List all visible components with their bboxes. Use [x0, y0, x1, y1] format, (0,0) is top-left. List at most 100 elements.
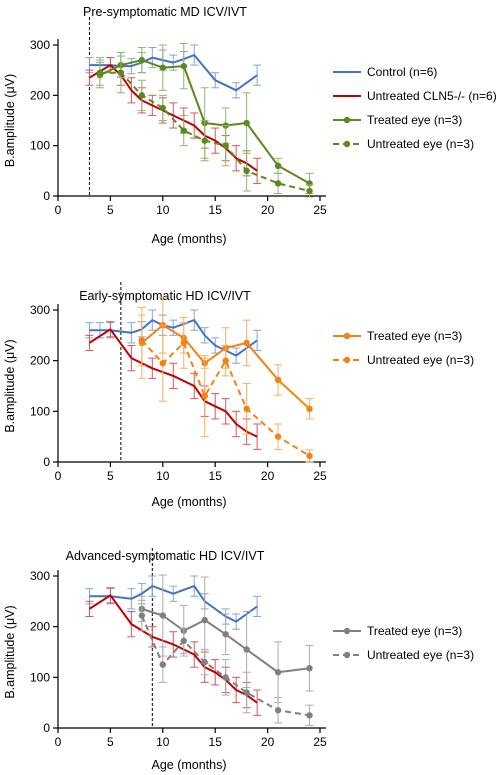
legend-marker: [343, 651, 351, 659]
x-tick-label: 5: [107, 203, 114, 217]
series-untreated_eye: [95, 52, 314, 198]
legend-label: Treated eye (n=3): [367, 329, 462, 343]
data-point: [274, 376, 282, 384]
legend-item-untreated_eye: Untreated eye (n=3): [333, 353, 474, 367]
data-point: [201, 137, 208, 144]
data-point: [138, 92, 146, 99]
data-point: [201, 392, 208, 400]
data-point: [243, 646, 250, 653]
data-point: [180, 127, 187, 134]
x-axis-label: Age (months): [151, 495, 226, 509]
legend-item-untreated_eye: Untreated eye (n=3): [333, 648, 474, 662]
chart-panel-2: Early-symptomatic HD ICV/IVT 0 100 200 300 0 5…: [3, 282, 474, 509]
x-tick-label: 10: [156, 735, 170, 749]
y-tick-label: 0: [43, 721, 50, 735]
legend-item-treated: Treated eye (n=3): [333, 329, 462, 343]
data-point: [222, 631, 229, 638]
series-control: [85, 575, 262, 630]
x-tick-label: 20: [261, 469, 275, 483]
y-axis-label: B.amplitude (μV): [3, 339, 17, 432]
series-untreated_cln5: [85, 321, 262, 450]
x-tick-label: 15: [209, 203, 223, 217]
data-point: [306, 712, 313, 719]
series-untreated_eye: [137, 314, 314, 463]
data-point: [138, 56, 146, 64]
x-tick-label: 10: [156, 203, 170, 217]
legend-item-untreated_cln5: Untreated CLN5-/- (n=6): [333, 89, 497, 103]
legend-label: Treated eye (n=3): [367, 624, 462, 638]
data-point: [274, 180, 282, 187]
y-tick-label: 0: [43, 189, 50, 203]
legend-marker: [343, 116, 351, 124]
series-line: [141, 339, 311, 457]
data-point: [180, 62, 187, 70]
series-line: [99, 59, 310, 185]
data-point: [306, 452, 313, 460]
data-point: [96, 69, 104, 76]
data-point: [274, 433, 282, 440]
x-tick-label: 5: [107, 735, 114, 749]
x-tick-label: 0: [55, 469, 62, 483]
series-untreated_eye: [137, 599, 314, 726]
legend-label: Untreated eye (n=3): [367, 648, 474, 662]
series-control: [85, 44, 262, 99]
legend-label: Untreated eye (n=3): [367, 137, 474, 151]
chart-title: Early-symptomatic HD ICV/IVT: [79, 289, 251, 303]
x-axis-label: Age (months): [151, 758, 226, 772]
chart-title: Pre-symptomatic MD ICV/IVT: [83, 5, 247, 19]
y-tick-label: 100: [30, 404, 50, 418]
x-tick-label: 0: [55, 735, 62, 749]
legend-marker: [343, 356, 351, 364]
data-point: [180, 339, 187, 347]
x-tick-label: 5: [107, 469, 114, 483]
legend-label: Untreated CLN5-/- (n=6): [367, 89, 497, 103]
y-tick-label: 200: [30, 88, 50, 102]
data-point: [117, 69, 125, 76]
data-point: [274, 707, 282, 714]
series-line: [89, 585, 258, 623]
data-point: [201, 616, 208, 624]
y-tick-label: 300: [30, 38, 50, 52]
chart-panel-1: Pre-symptomatic MD ICV/IVT 0 100 200 300 0 5 10…: [3, 5, 497, 246]
data-point: [243, 167, 250, 175]
legend-item-treated: Treated eye (n=3): [333, 624, 462, 638]
data-point: [201, 658, 208, 666]
series-line: [88, 594, 258, 704]
data-point: [159, 104, 166, 112]
x-tick-label: 25: [313, 735, 327, 749]
chart-panel-3: Advanced-symptomatic HD ICV/IVT010020030…: [3, 548, 474, 772]
x-tick-label: 15: [209, 469, 223, 483]
data-point: [159, 360, 166, 367]
legend-marker: [343, 140, 351, 148]
data-point: [138, 337, 146, 344]
x-tick-label: 20: [261, 735, 275, 749]
series-line: [141, 324, 311, 410]
data-point: [159, 661, 166, 668]
legend-item-untreated_eye: Untreated eye (n=3): [333, 137, 474, 151]
series-line: [88, 328, 258, 438]
x-tick-label: 25: [313, 203, 327, 217]
data-point: [222, 674, 229, 681]
y-axis-label: B.amplitude (μV): [3, 605, 17, 698]
data-point: [243, 339, 250, 347]
data-point: [180, 637, 187, 645]
data-point: [243, 689, 250, 696]
data-point: [306, 405, 313, 412]
data-point: [274, 669, 282, 676]
data-point: [306, 187, 313, 195]
legend-item-control: Control (n=6): [333, 65, 437, 79]
legend-label: Control (n=6): [367, 65, 437, 79]
series-line: [141, 607, 310, 674]
x-tick-label: 0: [55, 203, 62, 217]
y-tick-label: 100: [30, 139, 50, 153]
series-line: [89, 54, 258, 92]
data-point: [274, 162, 282, 169]
y-tick-label: 100: [30, 670, 50, 684]
y-tick-label: 300: [30, 303, 50, 317]
y-tick-label: 300: [30, 569, 50, 583]
x-tick-label: 25: [313, 469, 327, 483]
data-point: [222, 142, 229, 149]
legend-marker: [343, 332, 351, 340]
x-tick-label: 10: [156, 469, 170, 483]
